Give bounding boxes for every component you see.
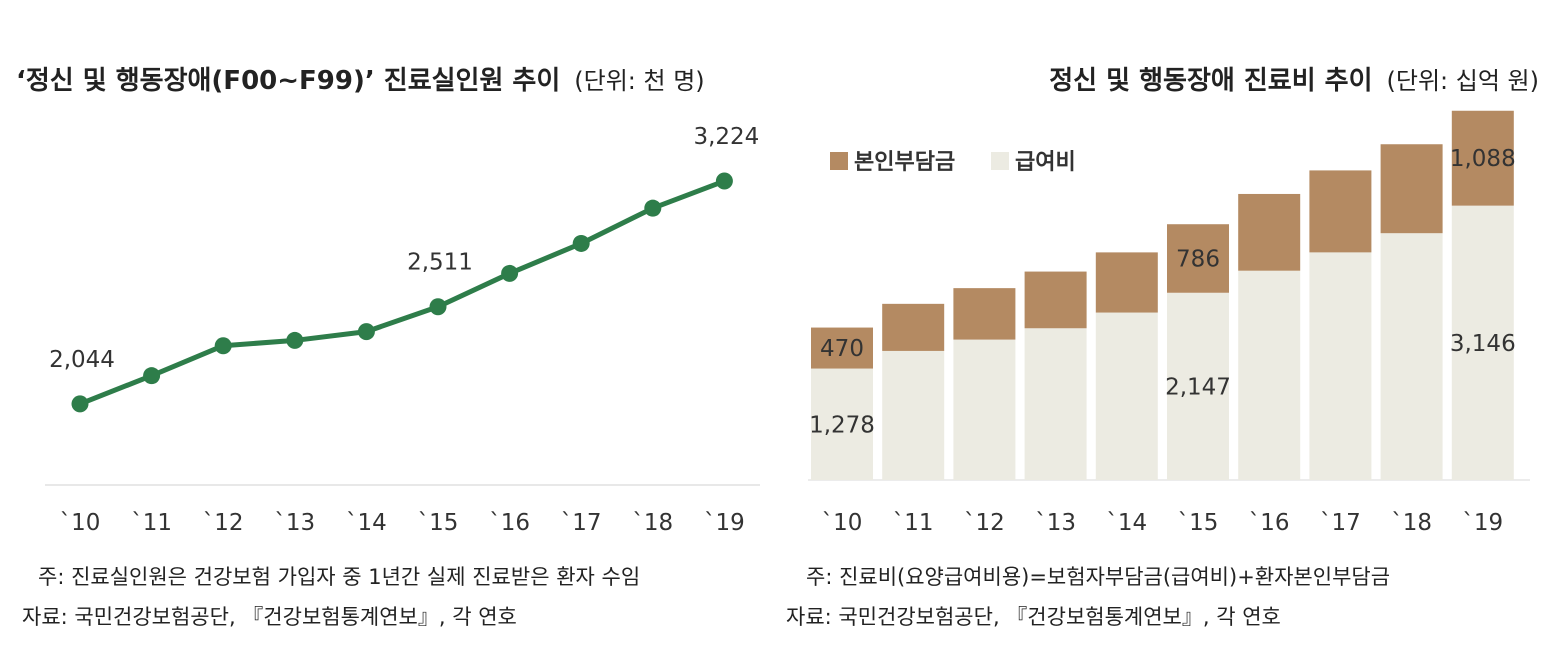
bar-x-tick-label-8: `18 [1391,510,1432,536]
bar-benefit-4 [1095,312,1158,480]
left-source: 자료: 국민건강보험공단, 『건강보험통계연보』, 각 연호 [22,605,517,629]
bar-x-tick-label-2: `12 [964,510,1005,536]
line-data-label-0: 2,044 [49,347,115,373]
bar-benefit-1 [882,350,945,480]
line-chart: `10 `11 `12 `13 `14 `15 `16 `17 `18 `19 2,044 2,511… [45,124,760,536]
bar-copay-3 [1024,271,1087,329]
line-point-5 [429,298,447,316]
bar-copay-4 [1095,252,1158,313]
bar-copay-2 [953,288,1016,340]
bar-x-tick-label-7: `17 [1320,510,1361,536]
legend-label-1: 급여비 [1015,150,1076,175]
line-point-2 [214,337,232,355]
bar-copay-8 [1380,144,1443,234]
bar-x-tick-label-6: `16 [1249,510,1290,536]
bar-copay-9 [1451,110,1514,206]
bar-benefit-7 [1309,252,1372,480]
bar-copay-1 [882,303,945,351]
legend-swatch-0 [830,152,848,170]
x-tick-label-8: `18 [632,510,673,536]
bar-benefit-label-5: 2,147 [1165,374,1231,400]
bar-copay-6 [1238,193,1301,271]
x-tick-label-6: `16 [489,510,530,536]
legend-label-0: 본인부담금 [854,150,955,175]
bar-copay-label-5: 786 [1176,246,1220,272]
right-source: 자료: 국민건강보험공단, 『건강보험통계연보』, 각 연호 [786,605,1281,629]
x-tick-label-0: `10 [60,510,101,536]
bar-x-tick-label-0: `10 [822,510,863,536]
bar-benefit-9 [1451,205,1514,481]
left-chart-unit: (단위: 천 명) [574,67,705,95]
line-point-1 [143,367,161,385]
stacked-bar-chart: `10 `11 `12 `13 `14 `15 `16 `17 `18 `19 470 1,278 78… [808,110,1530,536]
x-tick-label-3: `13 [274,510,315,536]
bar-benefit-2 [953,339,1016,480]
bar-copay-label-9: 1,088 [1450,146,1516,172]
bar-x-tick-label-3: `13 [1035,510,1076,536]
line-data-label-9: 3,224 [693,124,759,150]
bar-benefit-label-0: 1,278 [809,412,875,438]
bar-copay-0 [811,327,873,369]
line-point-9 [715,172,733,190]
bar-x-tick-label-1: `11 [893,510,934,536]
bar-copay-5 [1167,224,1229,293]
bar-benefit-5 [1167,292,1229,480]
x-tick-label-4: `14 [346,510,387,536]
bar-benefit-0 [811,368,873,480]
right-chart-title: 정신 및 행동장애 진료비 추이 (단위: 십억 원) [1049,60,1539,97]
bar-benefit-3 [1024,328,1087,480]
bar-x-tick-label-9: `19 [1462,510,1503,536]
left-chart-title-text: ‘정신 및 행동장애(F00~F99)’ 진료실인원 추이 [16,66,561,96]
right-chart-title-text: 정신 및 행동장애 진료비 추이 [1049,66,1373,96]
bar-copay-label-0: 470 [820,336,864,362]
bar-x-tick-label-4: `14 [1106,510,1147,536]
line-point-4 [357,323,375,341]
line-data-label-5: 2,511 [407,250,473,276]
legend-swatch-1 [991,152,1009,170]
bar-benefit-8 [1380,233,1443,480]
x-tick-label-2: `12 [203,510,244,536]
x-tick-label-7: `17 [561,510,602,536]
bar-benefit-6 [1238,270,1301,480]
line-point-6 [501,264,519,282]
x-tick-label-9: `19 [704,510,745,536]
bar-benefit-label-9: 3,146 [1450,331,1516,357]
left-chart-title: ‘정신 및 행동장애(F00~F99)’ 진료실인원 추이 (단위: 천 명) [16,60,705,97]
line-point-7 [572,234,590,252]
x-tick-label-1: `11 [131,510,172,536]
right-chart-unit: (단위: 십억 원) [1386,67,1539,95]
bar-copay-7 [1309,170,1372,253]
line-point-8 [644,199,662,217]
bar-x-tick-label-5: `15 [1178,510,1219,536]
right-footnote: 주: 진료비(요양급여비용)=보험자부담금(급여비)+환자본인부담금 [806,565,1391,589]
line-series [79,178,726,407]
x-tick-label-5: `15 [418,510,459,536]
line-point-3 [286,331,304,349]
left-footnote: 주: 진료실인원은 건강보험 가입자 중 1년간 실제 진료받은 환자 수임 [38,565,641,589]
line-point-0 [71,395,89,413]
